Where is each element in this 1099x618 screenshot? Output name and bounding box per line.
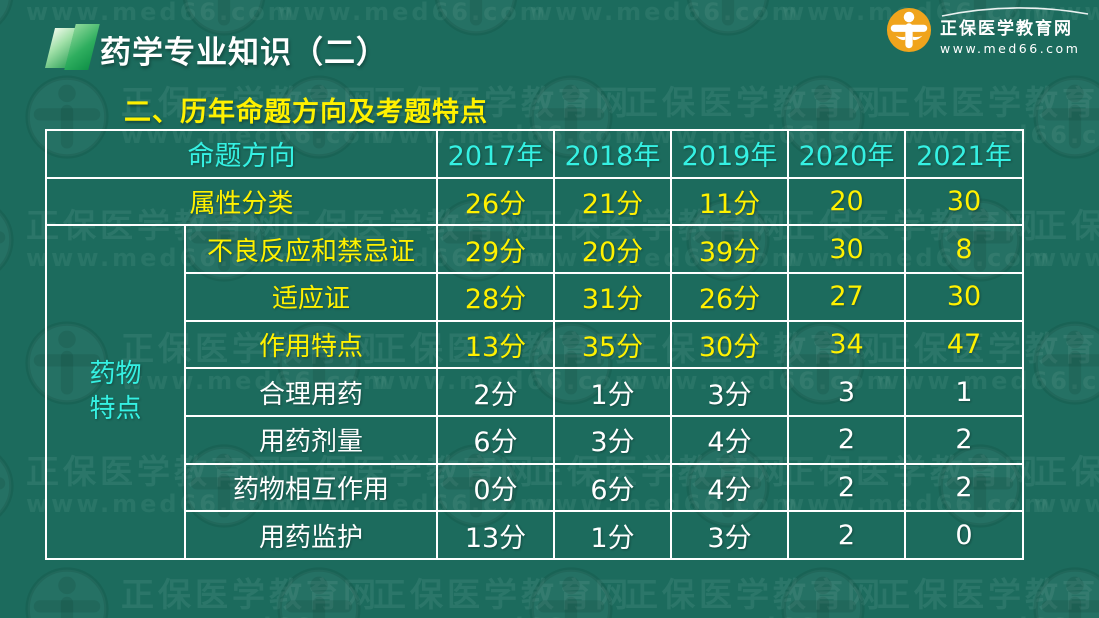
- value-cell: 3: [787, 367, 906, 417]
- brand-url: www.med66.com: [940, 41, 1081, 56]
- brand-swoosh: [941, 7, 1089, 17]
- value-cell: 31分: [553, 271, 672, 322]
- row-label-cell: 药物相互作用: [184, 462, 438, 513]
- value-cell: 3分: [670, 367, 789, 417]
- table-row: 属性分类 26分 21分 11分 20 30: [45, 176, 1024, 227]
- med66-cross-icon: [886, 7, 932, 53]
- value-cell: 30: [904, 176, 1024, 227]
- value-cell: 35分: [553, 319, 672, 370]
- value-cell: 30: [787, 224, 906, 274]
- row-label-cell: 用药监护: [184, 510, 438, 560]
- page-title: 药学专业知识（二）: [100, 35, 388, 71]
- value-cell: 1分: [553, 510, 672, 560]
- brand-logo: 正保医学教育网 www.med66.com: [886, 5, 1090, 56]
- value-cell: 39分: [670, 224, 789, 274]
- corner-header-cell: 命题方向: [45, 129, 438, 179]
- year-header-cell: 2021年: [904, 129, 1024, 179]
- value-cell: 8: [904, 224, 1024, 274]
- value-cell: 0: [904, 510, 1024, 560]
- year-header-cell: 2020年: [787, 129, 906, 179]
- value-cell: 13分: [436, 319, 555, 370]
- table-row: 药物特点 不良反应和禁忌证 29分 20分 39分 30 8: [45, 224, 1024, 560]
- value-cell: 2: [787, 462, 906, 513]
- table-row: 药物相互作用 0分 6分 4分 2 2: [46, 462, 1024, 513]
- value-cell: 11分: [670, 176, 789, 227]
- row-label-cell: 属性分类: [45, 176, 438, 227]
- value-cell: 2: [787, 414, 906, 465]
- row-label-cell: 不良反应和禁忌证: [184, 224, 438, 274]
- value-cell: 6分: [436, 414, 555, 465]
- value-cell: 21分: [553, 176, 672, 227]
- year-header-cell: 2017年: [436, 129, 555, 179]
- value-cell: 26分: [670, 271, 789, 322]
- year-header-cell: 2019年: [670, 129, 789, 179]
- value-cell: 20: [787, 176, 906, 227]
- year-header-cell: 2018年: [553, 129, 672, 179]
- value-cell: 2: [904, 462, 1024, 513]
- value-cell: 13分: [436, 510, 555, 560]
- table-row: 用药监护 13分 1分 3分 2 0: [46, 510, 1024, 560]
- value-cell: 27: [787, 271, 906, 322]
- value-cell: 30: [904, 271, 1024, 322]
- table-row: 适应证 28分 31分 26分 27 30: [46, 271, 1024, 322]
- value-cell: 34: [787, 319, 906, 370]
- table-row: 作用特点 13分 35分 30分 34 47: [46, 319, 1024, 370]
- table-row: 用药剂量 6分 3分 4分 2 2: [46, 414, 1024, 465]
- value-cell: 2: [787, 510, 906, 560]
- row-label-cell: 适应证: [184, 271, 438, 322]
- value-cell: 3分: [670, 510, 789, 560]
- value-cell: 28分: [436, 271, 555, 322]
- section-subtitle: 二、历年命题方向及考题特点: [124, 97, 488, 128]
- brand-name: 正保医学教育网: [940, 19, 1073, 39]
- title-slash-icon: [45, 22, 100, 72]
- group-label-cell: 药物特点: [45, 224, 186, 560]
- value-cell: 1: [904, 367, 1024, 417]
- value-cell: 4分: [670, 462, 789, 513]
- row-label-cell: 合理用药: [184, 367, 438, 417]
- value-cell: 6分: [553, 462, 672, 513]
- value-cell: 0分: [436, 462, 555, 513]
- value-cell: 26分: [436, 176, 555, 227]
- row-label-cell: 作用特点: [184, 319, 438, 370]
- value-cell: 2: [904, 414, 1024, 465]
- row-label-cell: 用药剂量: [184, 414, 438, 465]
- table-row: 合理用药 2分 1分 3分 3 1: [46, 367, 1024, 417]
- table-header-row: 命题方向 2017年 2018年 2019年 2020年 2021年: [45, 129, 1024, 179]
- value-cell: 4分: [670, 414, 789, 465]
- value-cell: 29分: [436, 224, 555, 274]
- value-cell: 20分: [553, 224, 672, 274]
- value-cell: 30分: [670, 319, 789, 370]
- value-cell: 3分: [553, 414, 672, 465]
- value-cell: 47: [904, 319, 1024, 370]
- value-cell: 2分: [436, 367, 555, 417]
- value-cell: 1分: [553, 367, 672, 417]
- exam-topic-score-table: 命题方向 2017年 2018年 2019年 2020年 2021年 属性分类 …: [45, 129, 1024, 560]
